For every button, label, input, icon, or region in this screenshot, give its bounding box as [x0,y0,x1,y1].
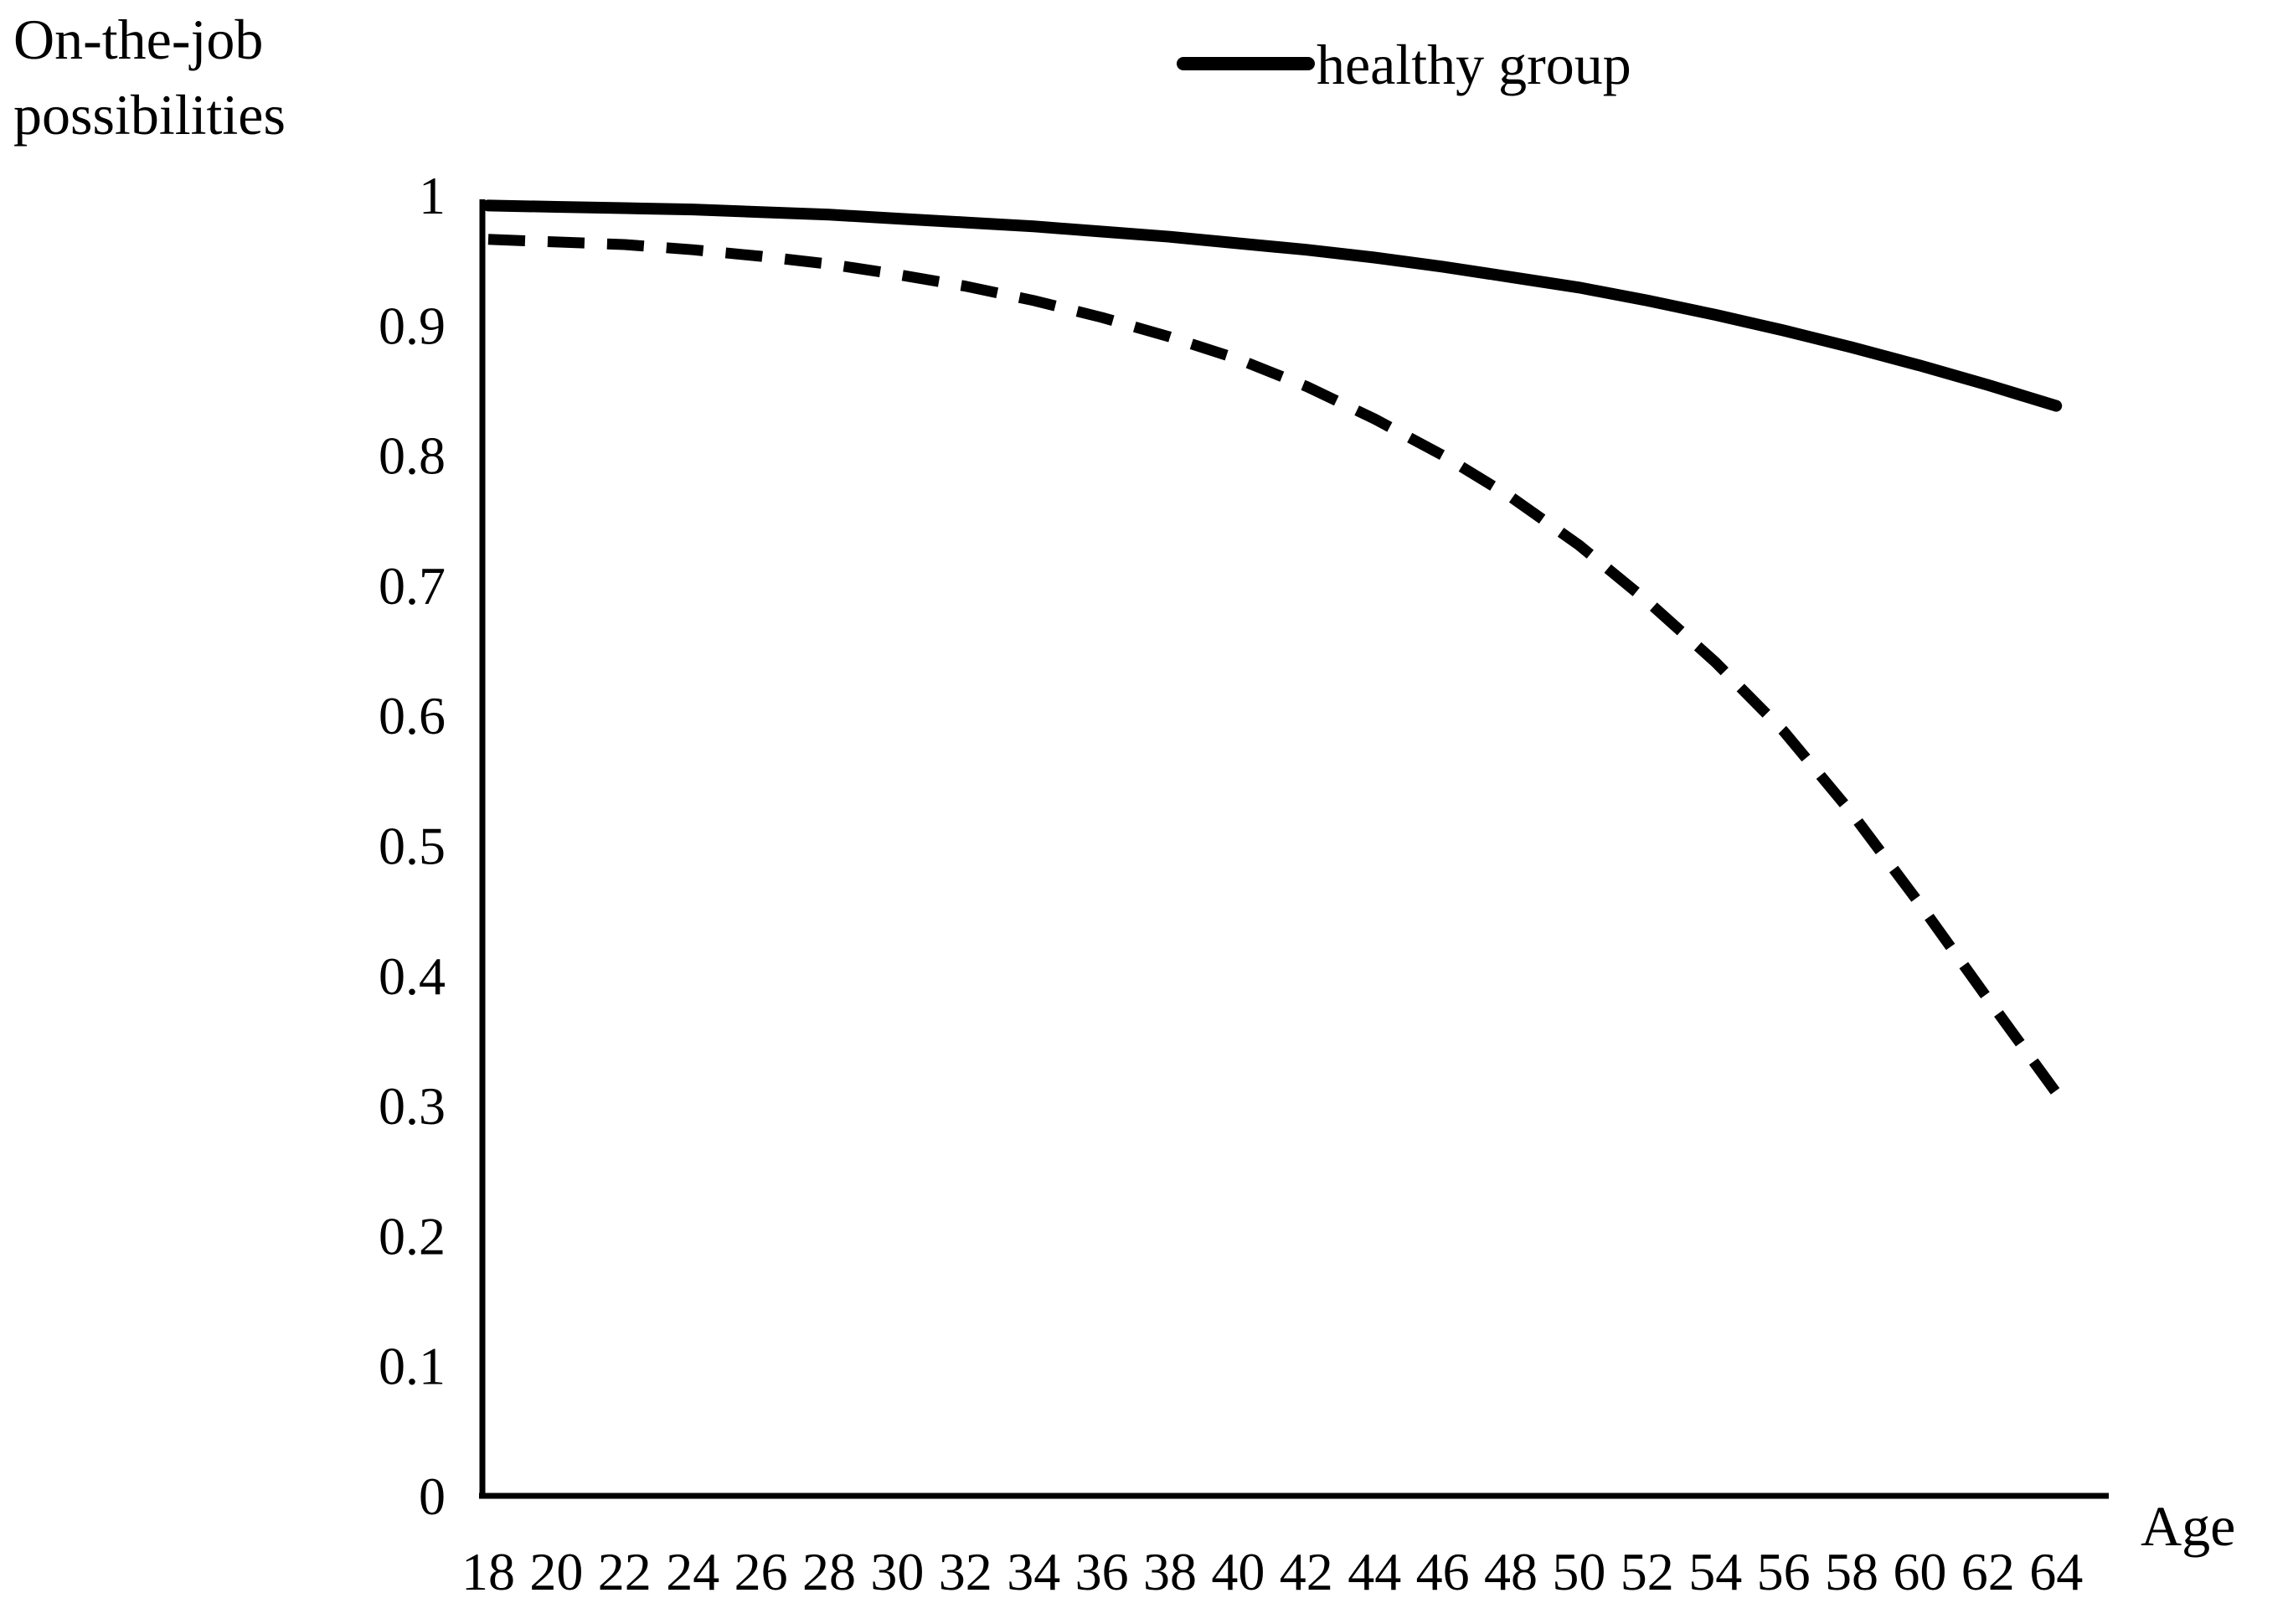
y-tick-label: 0.3 [379,1076,446,1136]
y-axis-title-line1: On-the-job [13,8,263,71]
x-tick-label: 22 [598,1542,652,1601]
series-line-healthy-group [482,199,2063,412]
y-tick-label: 0.7 [379,556,446,616]
y-tick-label: 0.6 [379,686,446,745]
x-tick-label: 64 [2029,1542,2083,1601]
x-tick-label: 30 [870,1542,924,1601]
x-tick-label: 32 [939,1542,992,1601]
y-tick-label: 0.2 [379,1206,446,1266]
x-tick-label: 44 [1348,1542,1401,1601]
x-tick-label: 42 [1280,1542,1333,1601]
y-tick-label: 0.4 [379,946,446,1006]
x-tick-label: 58 [1825,1542,1878,1601]
y-tick-label: 0.5 [379,817,446,876]
x-tick-label: 48 [1484,1542,1538,1601]
y-axis-title-line2: possibilities [13,83,286,147]
y-tick-label: 1 [419,166,446,225]
x-tick-label: 52 [1621,1542,1674,1601]
x-tick-label: 54 [1688,1542,1742,1601]
y-tick-label: 0.1 [379,1337,446,1396]
x-tick-label: 56 [1757,1542,1811,1601]
x-tick-label: 38 [1143,1542,1197,1601]
x-axis-title: Age [2141,1494,2235,1558]
series-line-dashed-unlabeled [487,234,2061,1096]
x-axis-tick-labels: 18 20 22 24 26 28 30 32 34 36 38 40 42 44 46 48 50 52 54 56… [461,1542,2083,1601]
y-tick-label: 0.8 [379,426,446,486]
x-tick-label: 62 [1961,1542,2015,1601]
y-axis-tick-labels: 1 0.9 0.8 0.7 0.6 0.5 0.4 0.3 0.2 0.1 0 [379,166,446,1526]
legend-label-healthy-group: healthy group [1317,33,1631,96]
x-tick-label: 18 [461,1542,515,1601]
x-tick-label: 34 [1007,1542,1060,1601]
x-tick-label: 50 [1552,1542,1605,1601]
x-tick-label: 28 [802,1542,856,1601]
legend: healthy group [1177,33,1631,96]
x-tick-label: 36 [1075,1542,1129,1601]
y-tick-label: 0 [419,1467,446,1526]
x-tick-label: 26 [734,1542,788,1601]
x-tick-label: 46 [1416,1542,1470,1601]
y-tick-label: 0.9 [379,296,446,355]
x-tick-label: 20 [529,1542,583,1601]
x-tick-label: 40 [1211,1542,1265,1601]
x-tick-label: 24 [666,1542,719,1601]
x-tick-label: 60 [1893,1542,1946,1601]
